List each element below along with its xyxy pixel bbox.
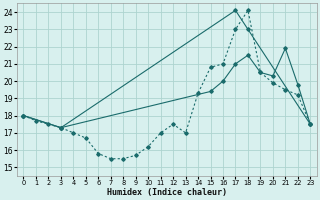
X-axis label: Humidex (Indice chaleur): Humidex (Indice chaleur) <box>107 188 227 197</box>
